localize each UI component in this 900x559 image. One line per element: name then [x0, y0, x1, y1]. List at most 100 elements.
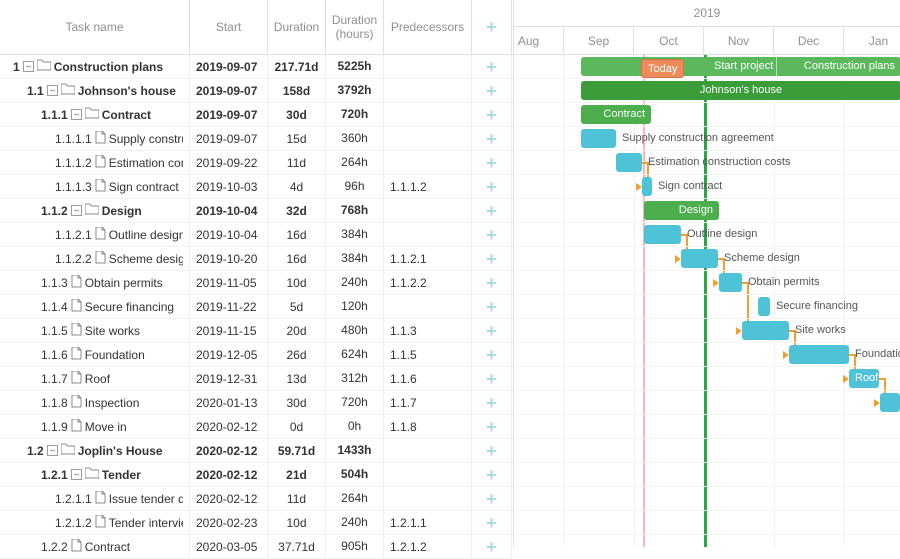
add-task-icon[interactable]: + — [486, 514, 497, 532]
cell-start[interactable]: 2020-02-12 — [190, 463, 268, 487]
cell-add[interactable]: + — [472, 319, 512, 343]
cell-start[interactable]: 2019-12-05 — [190, 343, 268, 367]
cell-start[interactable]: 2020-02-23 — [190, 511, 268, 535]
cell-predecessors[interactable]: 1.1.8 — [384, 415, 472, 439]
task-row[interactable]: 1.1.2Design2019-10-0432d768h+ — [0, 199, 513, 223]
cell-start[interactable]: 2019-10-20 — [190, 247, 268, 271]
cell-duration[interactable]: 158d — [268, 79, 326, 103]
task-bar[interactable]: Supply construction agreement — [581, 129, 616, 148]
cell-add[interactable]: + — [472, 487, 512, 511]
cell-add[interactable]: + — [472, 127, 512, 151]
cell-add[interactable]: + — [472, 199, 512, 223]
task-row[interactable]: 1Construction plans2019-09-07217.71d5225… — [0, 55, 513, 79]
cell-duration[interactable]: 13d — [268, 367, 326, 391]
add-task-icon[interactable]: + — [486, 274, 497, 292]
cell-duration-hours[interactable]: 384h — [326, 247, 384, 271]
cell-duration[interactable]: 5d — [268, 295, 326, 319]
add-task-icon[interactable]: + — [486, 130, 497, 148]
cell-predecessors[interactable] — [384, 223, 472, 247]
cell-add[interactable]: + — [472, 175, 512, 199]
task-bar[interactable]: Sign contract — [642, 177, 652, 196]
add-task-icon[interactable]: + — [486, 466, 497, 484]
collapse-toggle[interactable] — [71, 205, 82, 216]
collapse-toggle[interactable] — [71, 109, 82, 120]
task-row[interactable]: 1.1.1Contract2019-09-0730d720h+ — [0, 103, 513, 127]
cell-start[interactable]: 2020-02-12 — [190, 415, 268, 439]
cell-duration-hours[interactable]: 504h — [326, 463, 384, 487]
cell-add[interactable]: + — [472, 415, 512, 439]
cell-start[interactable]: 2019-10-03 — [190, 175, 268, 199]
task-bar[interactable]: Roof — [849, 369, 879, 388]
cell-duration-hours[interactable]: 264h — [326, 151, 384, 175]
task-bar[interactable]: Obtain permits — [719, 273, 742, 292]
task-bar[interactable] — [880, 393, 900, 412]
task-row[interactable]: 1.2.2Contract2020-03-0537.71d905h1.2.1.2… — [0, 535, 513, 559]
task-bar[interactable]: Contract — [581, 105, 651, 124]
cell-duration-hours[interactable]: 240h — [326, 511, 384, 535]
cell-start[interactable]: 2019-09-07 — [190, 127, 268, 151]
cell-duration[interactable]: 217.71d — [268, 55, 326, 79]
cell-start[interactable]: 2019-12-31 — [190, 367, 268, 391]
task-bar[interactable]: Johnson's house — [581, 81, 900, 100]
task-row[interactable]: 1.1.3Obtain permits2019-11-0510d240h1.1.… — [0, 271, 513, 295]
collapse-toggle[interactable] — [47, 445, 58, 456]
cell-add[interactable]: + — [472, 295, 512, 319]
task-row[interactable]: 1.1.8Inspection2020-01-1330d720h1.1.7+ — [0, 391, 513, 415]
cell-start[interactable]: 2019-09-22 — [190, 151, 268, 175]
cell-duration[interactable]: 10d — [268, 271, 326, 295]
cell-predecessors[interactable]: 1.1.2.2 — [384, 271, 472, 295]
cell-predecessors[interactable]: 1.1.7 — [384, 391, 472, 415]
cell-duration[interactable]: 11d — [268, 487, 326, 511]
cell-start[interactable]: 2019-09-07 — [190, 103, 268, 127]
task-bar[interactable]: Foundation — [789, 345, 849, 364]
cell-duration[interactable]: 4d — [268, 175, 326, 199]
cell-predecessors[interactable]: 1.2.1.1 — [384, 511, 472, 535]
cell-predecessors[interactable]: 1.1.6 — [384, 367, 472, 391]
cell-predecessors[interactable] — [384, 199, 472, 223]
cell-start[interactable]: 2020-02-12 — [190, 487, 268, 511]
cell-duration-hours[interactable]: 1433h — [326, 439, 384, 463]
cell-add[interactable]: + — [472, 463, 512, 487]
cell-start[interactable]: 2019-09-07 — [190, 79, 268, 103]
cell-add[interactable]: + — [472, 223, 512, 247]
add-task-icon[interactable]: + — [486, 154, 497, 172]
add-task-icon[interactable]: + — [486, 394, 497, 412]
cell-add[interactable]: + — [472, 391, 512, 415]
cell-duration[interactable]: 11d — [268, 151, 326, 175]
task-row[interactable]: 1.1.2.1Outline design2019-10-0416d384h+ — [0, 223, 513, 247]
add-task-icon[interactable]: + — [486, 322, 497, 340]
task-bar[interactable]: Site works — [742, 321, 789, 340]
cell-add[interactable]: + — [472, 79, 512, 103]
add-task-icon[interactable]: + — [486, 106, 497, 124]
add-task-icon[interactable]: + — [486, 346, 497, 364]
add-task-icon[interactable]: + — [486, 58, 497, 76]
cell-predecessors[interactable] — [384, 463, 472, 487]
add-task-icon[interactable]: + — [486, 298, 497, 316]
cell-start[interactable]: 2019-10-04 — [190, 223, 268, 247]
task-row[interactable]: 1.1.7Roof2019-12-3113d312h1.1.6+ — [0, 367, 513, 391]
cell-duration-hours[interactable]: 384h — [326, 223, 384, 247]
cell-duration[interactable]: 32d — [268, 199, 326, 223]
cell-duration-hours[interactable]: 480h — [326, 319, 384, 343]
cell-duration[interactable]: 0d — [268, 415, 326, 439]
gantt-chart[interactable]: 2019 AugSepOctNovDecJan Construction pla… — [514, 0, 900, 547]
task-bar[interactable]: Estimation construction costs — [616, 153, 642, 172]
cell-duration-hours[interactable]: 120h — [326, 295, 384, 319]
cell-duration-hours[interactable]: 5225h — [326, 55, 384, 79]
cell-predecessors[interactable]: 1.1.1.2 — [384, 175, 472, 199]
task-row[interactable]: 1.2.1.1Issue tender d2020-02-1211d264h+ — [0, 487, 513, 511]
cell-predecessors[interactable]: 1.1.5 — [384, 343, 472, 367]
cell-duration-hours[interactable]: 0h — [326, 415, 384, 439]
collapse-toggle[interactable] — [47, 85, 58, 96]
cell-predecessors[interactable] — [384, 127, 472, 151]
cell-add[interactable]: + — [472, 439, 512, 463]
collapse-toggle[interactable] — [23, 61, 34, 72]
col-header-task[interactable]: Task name — [0, 0, 190, 54]
cell-duration-hours[interactable]: 768h — [326, 199, 384, 223]
cell-duration[interactable]: 30d — [268, 391, 326, 415]
cell-predecessors[interactable] — [384, 79, 472, 103]
col-header-add[interactable]: + — [472, 0, 512, 54]
cell-predecessors[interactable]: 1.1.2.1 — [384, 247, 472, 271]
add-task-icon[interactable]: + — [486, 490, 497, 508]
task-row[interactable]: 1.1.1.2Estimation con2019-09-2211d264h+ — [0, 151, 513, 175]
